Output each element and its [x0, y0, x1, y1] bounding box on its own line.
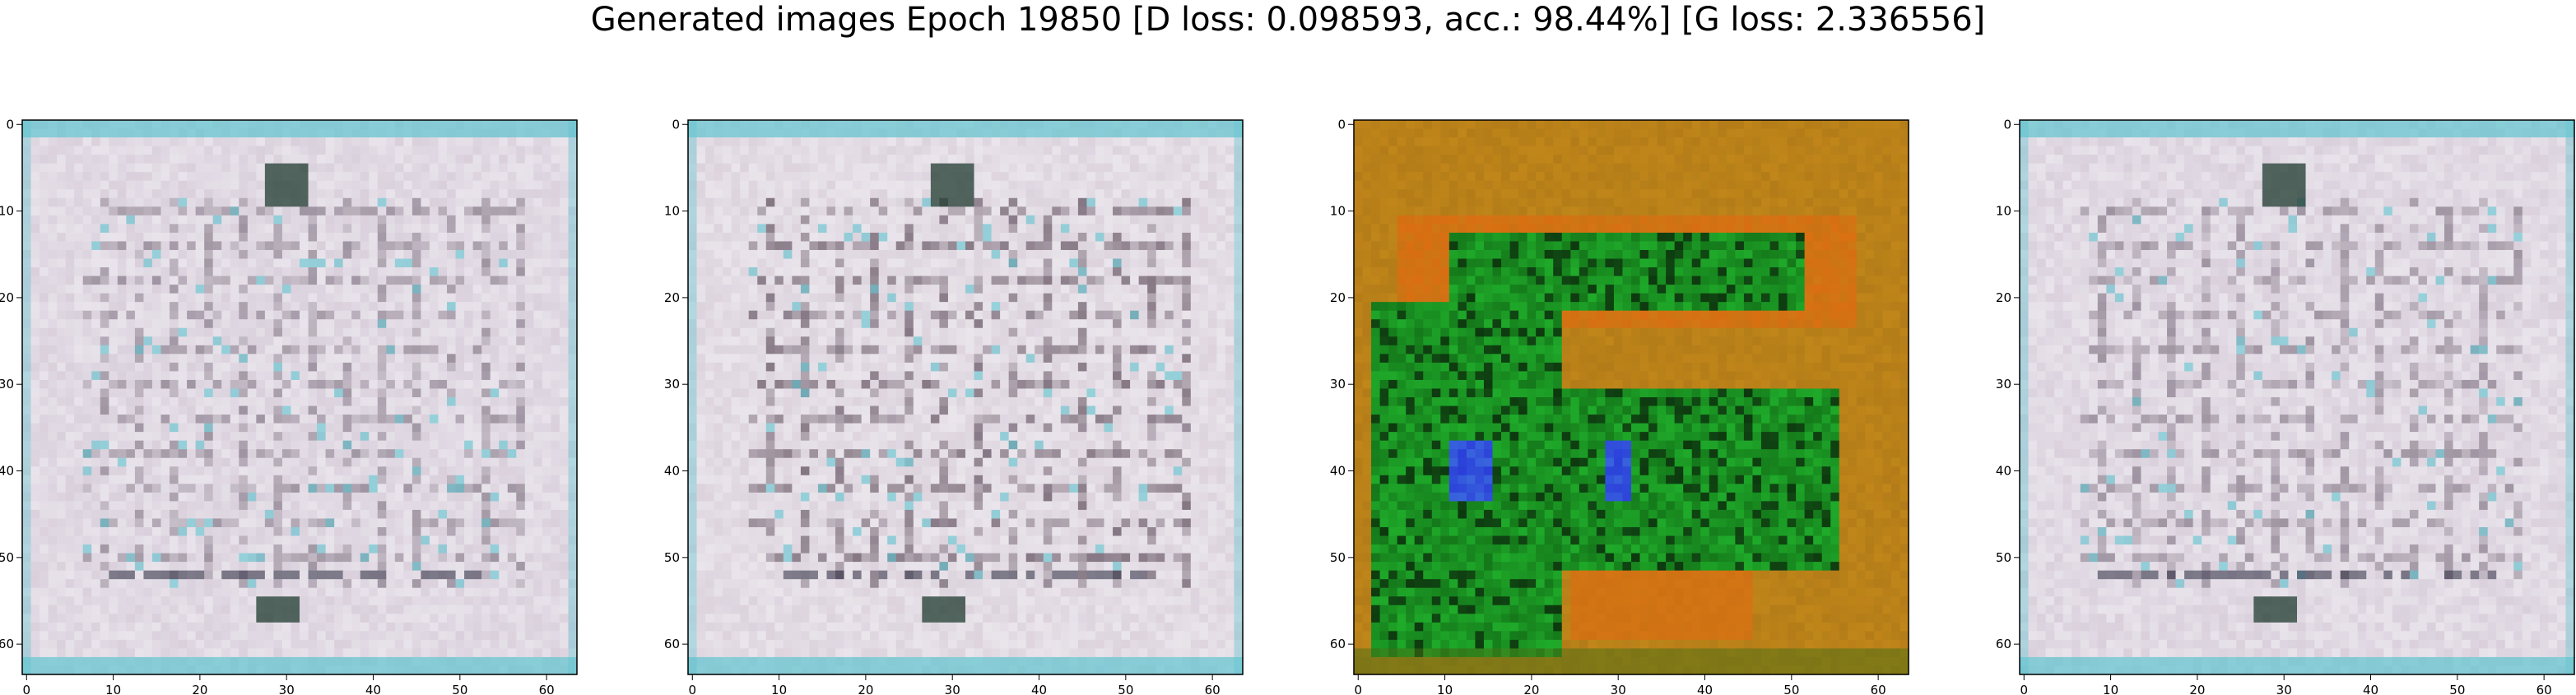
- generated-image-1: [22, 120, 578, 675]
- x-tick-label: 10: [1437, 683, 1453, 695]
- y-tick-label: 60: [1330, 637, 1346, 651]
- x-tick-label: 20: [2189, 683, 2205, 695]
- y-tick-label: 40: [0, 464, 14, 479]
- y-tick-label: 0: [1337, 117, 1346, 132]
- image-panel-3: 0 10 20 30 40 50 60 0 10 20 30 40 50 60: [1330, 117, 1909, 695]
- generated-image-3: [1354, 120, 1909, 675]
- axes-frame-3: [1353, 119, 1909, 675]
- x-tick-label: 10: [105, 683, 121, 695]
- y-tick-label: 20: [1330, 290, 1346, 305]
- generated-image-4: [2020, 120, 2575, 675]
- x-tick-label: 10: [2103, 683, 2118, 695]
- axes-frame-2: [687, 119, 1244, 675]
- x-tick-label: 40: [365, 683, 381, 695]
- x-tick-label: 40: [1697, 683, 1713, 695]
- y-tick-label: 50: [0, 550, 14, 565]
- y-tick-label: 20: [0, 290, 14, 305]
- y-tick-label: 40: [1330, 464, 1346, 479]
- x-tick-label: 60: [2536, 683, 2552, 695]
- y-tick-label: 30: [0, 377, 14, 392]
- y-tick-label: 40: [1996, 464, 2011, 479]
- image-panel-1: 0 10 20 30 40 50 60 0 10 20 30 40 50 60: [0, 117, 578, 695]
- x-tick-label: 60: [539, 683, 555, 695]
- x-tick-label: 40: [2363, 683, 2378, 695]
- generated-image-2: [688, 120, 1244, 675]
- image-panel-2: 0 10 20 30 40 50 60 0 10 20 30 40 50 60: [664, 117, 1244, 695]
- x-tick-label: 30: [1611, 683, 1626, 695]
- x-tick-label: 20: [192, 683, 207, 695]
- x-tick-label: 0: [688, 683, 696, 695]
- y-tick-label: 20: [1996, 290, 2011, 305]
- y-tick-label: 50: [1330, 550, 1346, 565]
- y-tick-label: 10: [664, 204, 680, 219]
- x-tick-label: 60: [1871, 683, 1886, 695]
- y-tick-label: 30: [1996, 377, 2011, 392]
- x-tick-label: 20: [858, 683, 873, 695]
- figure-title: Generated images Epoch 19850 [D loss: 0.…: [590, 1, 1986, 39]
- x-tick-label: 50: [452, 683, 467, 695]
- y-tick-label: 50: [1996, 550, 2011, 565]
- y-tick-label: 10: [1330, 204, 1346, 219]
- x-tick-label: 50: [1783, 683, 1799, 695]
- x-tick-label: 60: [1205, 683, 1221, 695]
- x-tick-label: 30: [945, 683, 960, 695]
- y-tick-label: 0: [672, 117, 680, 132]
- x-tick-label: 30: [2276, 683, 2292, 695]
- axes-frame-1: [21, 119, 578, 675]
- x-tick-label: 10: [771, 683, 787, 695]
- image-panel-4: 0 10 20 30 40 50 60 0 10 20 30 40 50 60: [1996, 117, 2575, 695]
- y-tick-label: 60: [0, 637, 14, 651]
- x-tick-label: 0: [1354, 683, 1362, 695]
- y-tick-label: 0: [6, 117, 14, 132]
- y-tick-label: 30: [1330, 377, 1346, 392]
- y-tick-label: 30: [664, 377, 680, 392]
- x-tick-label: 50: [2449, 683, 2465, 695]
- y-tick-label: 10: [0, 204, 14, 219]
- x-tick-label: 50: [1118, 683, 1133, 695]
- x-tick-label: 0: [22, 683, 30, 695]
- y-tick-label: 10: [1996, 204, 2011, 219]
- x-tick-label: 0: [2020, 683, 2028, 695]
- x-tick-label: 30: [279, 683, 295, 695]
- y-tick-label: 40: [664, 464, 680, 479]
- x-tick-label: 40: [1031, 683, 1047, 695]
- y-tick-label: 50: [664, 550, 680, 565]
- y-tick-label: 60: [664, 637, 680, 651]
- x-tick-label: 20: [1523, 683, 1539, 695]
- axes-frame-4: [2019, 119, 2575, 675]
- y-tick-label: 20: [664, 290, 680, 305]
- y-tick-label: 0: [2003, 117, 2011, 132]
- y-tick-label: 60: [1996, 637, 2011, 651]
